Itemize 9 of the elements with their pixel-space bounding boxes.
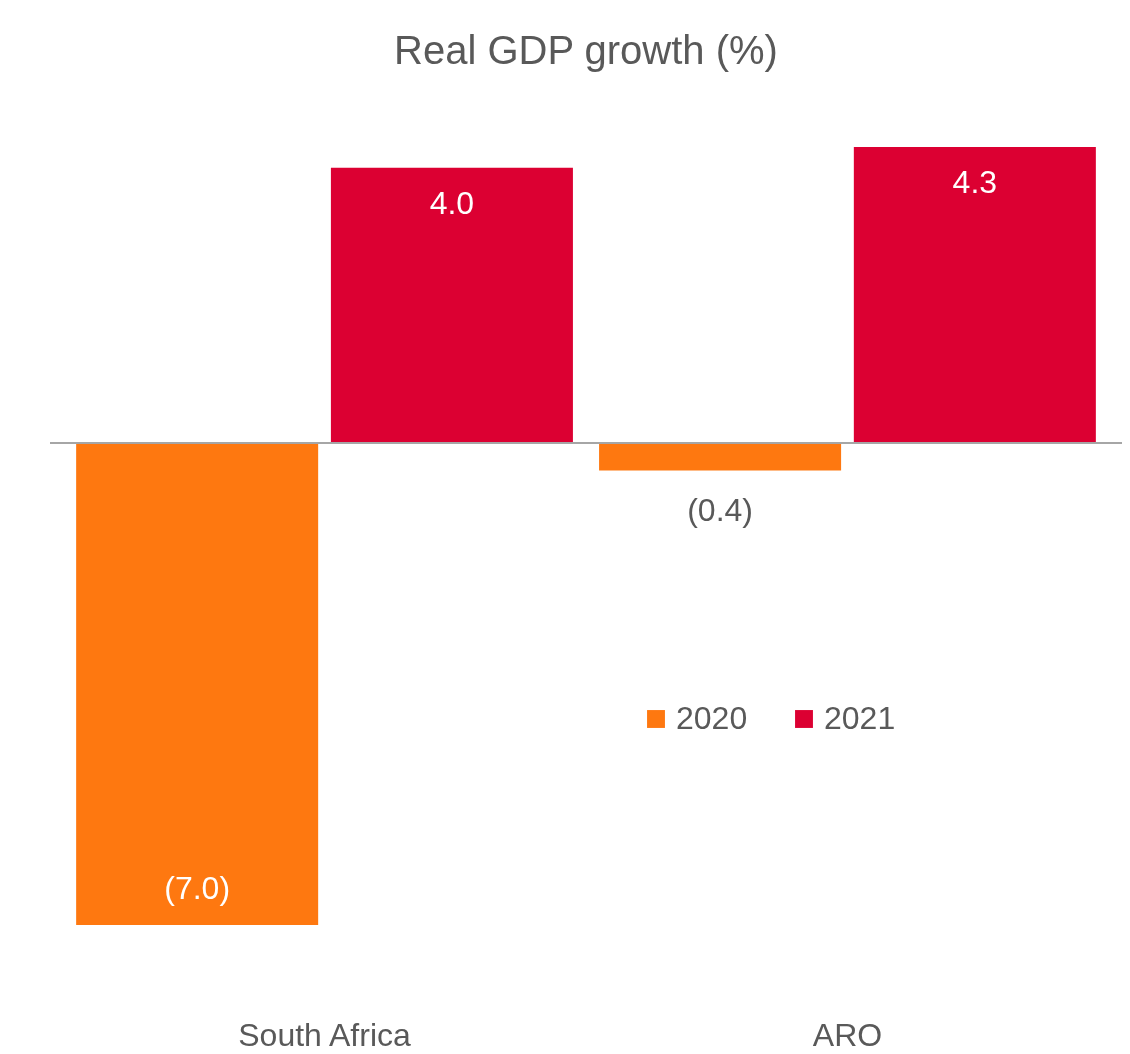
legend-label: 2021 (824, 700, 896, 736)
x-tick-label: ARO (812, 1016, 883, 1053)
data-label: 4.0 (429, 184, 475, 221)
data-label: (0.4) (687, 491, 753, 528)
legend-label: 2020 (676, 700, 748, 736)
data-label: 4.3 (952, 164, 998, 200)
x-tick-label: South Africa (238, 1016, 412, 1053)
chart-title: Real GDP growth (%) (394, 28, 778, 72)
data-label: (7.0) (164, 870, 231, 906)
